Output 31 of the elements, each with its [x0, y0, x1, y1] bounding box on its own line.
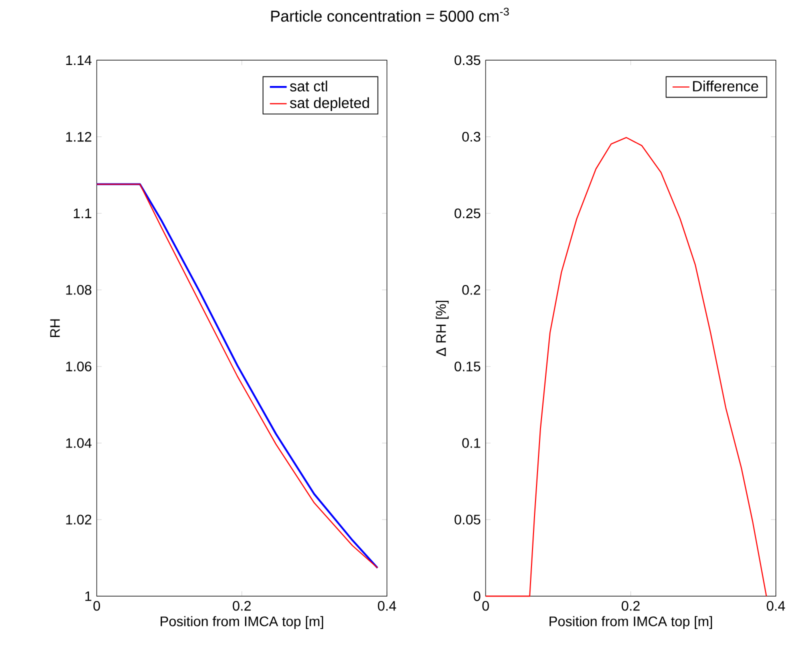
y-axis-title: RH [50, 319, 60, 337]
x-tick-label: 0.2 [232, 600, 251, 611]
line-series [485, 136, 767, 597]
legend-label: Difference [693, 80, 758, 92]
y-tick-label: 0.15 [454, 361, 480, 372]
x-tick-label: 0 [93, 600, 100, 611]
y-tick-label: 0 [474, 591, 480, 601]
chart-title: Particle concentration = 5000 cm$^{-3}$ [271, 8, 509, 22]
y-tick-label: 1 [85, 591, 92, 601]
y-tick-label: 1.1 [74, 208, 92, 218]
y-tick-label: 0.05 [454, 514, 480, 524]
y-tick-label: 1.06 [66, 361, 92, 372]
x-tick-label: 0.4 [766, 600, 786, 611]
x-tick-label: 0 [482, 600, 489, 611]
y-tick-label: 0.35 [454, 55, 480, 65]
y-axis-title: Δ RH [%] [436, 300, 449, 356]
y-tick-label: 0.2 [462, 284, 480, 295]
legend-label: sat ctl [290, 80, 328, 92]
y-tick-label: 0.25 [454, 208, 480, 218]
x-axis-title: Position from IMCA top [m] [160, 616, 324, 629]
y-tick-label: 1.04 [66, 438, 92, 448]
y-tick-label: 1.12 [66, 132, 92, 142]
x-tick-label: 0.2 [622, 600, 640, 611]
y-tick-label: 0.1 [462, 438, 480, 448]
y-tick-label: 1.08 [66, 284, 92, 295]
legend-label: sat depleted [290, 97, 369, 111]
x-axis-title: Position from IMCA top [m] [550, 616, 712, 629]
y-tick-label: 1.02 [66, 514, 92, 524]
x-tick-label: 0.4 [378, 600, 396, 611]
y-tick-label: 1.14 [66, 55, 92, 65]
y-tick-label: 0.3 [462, 132, 480, 142]
